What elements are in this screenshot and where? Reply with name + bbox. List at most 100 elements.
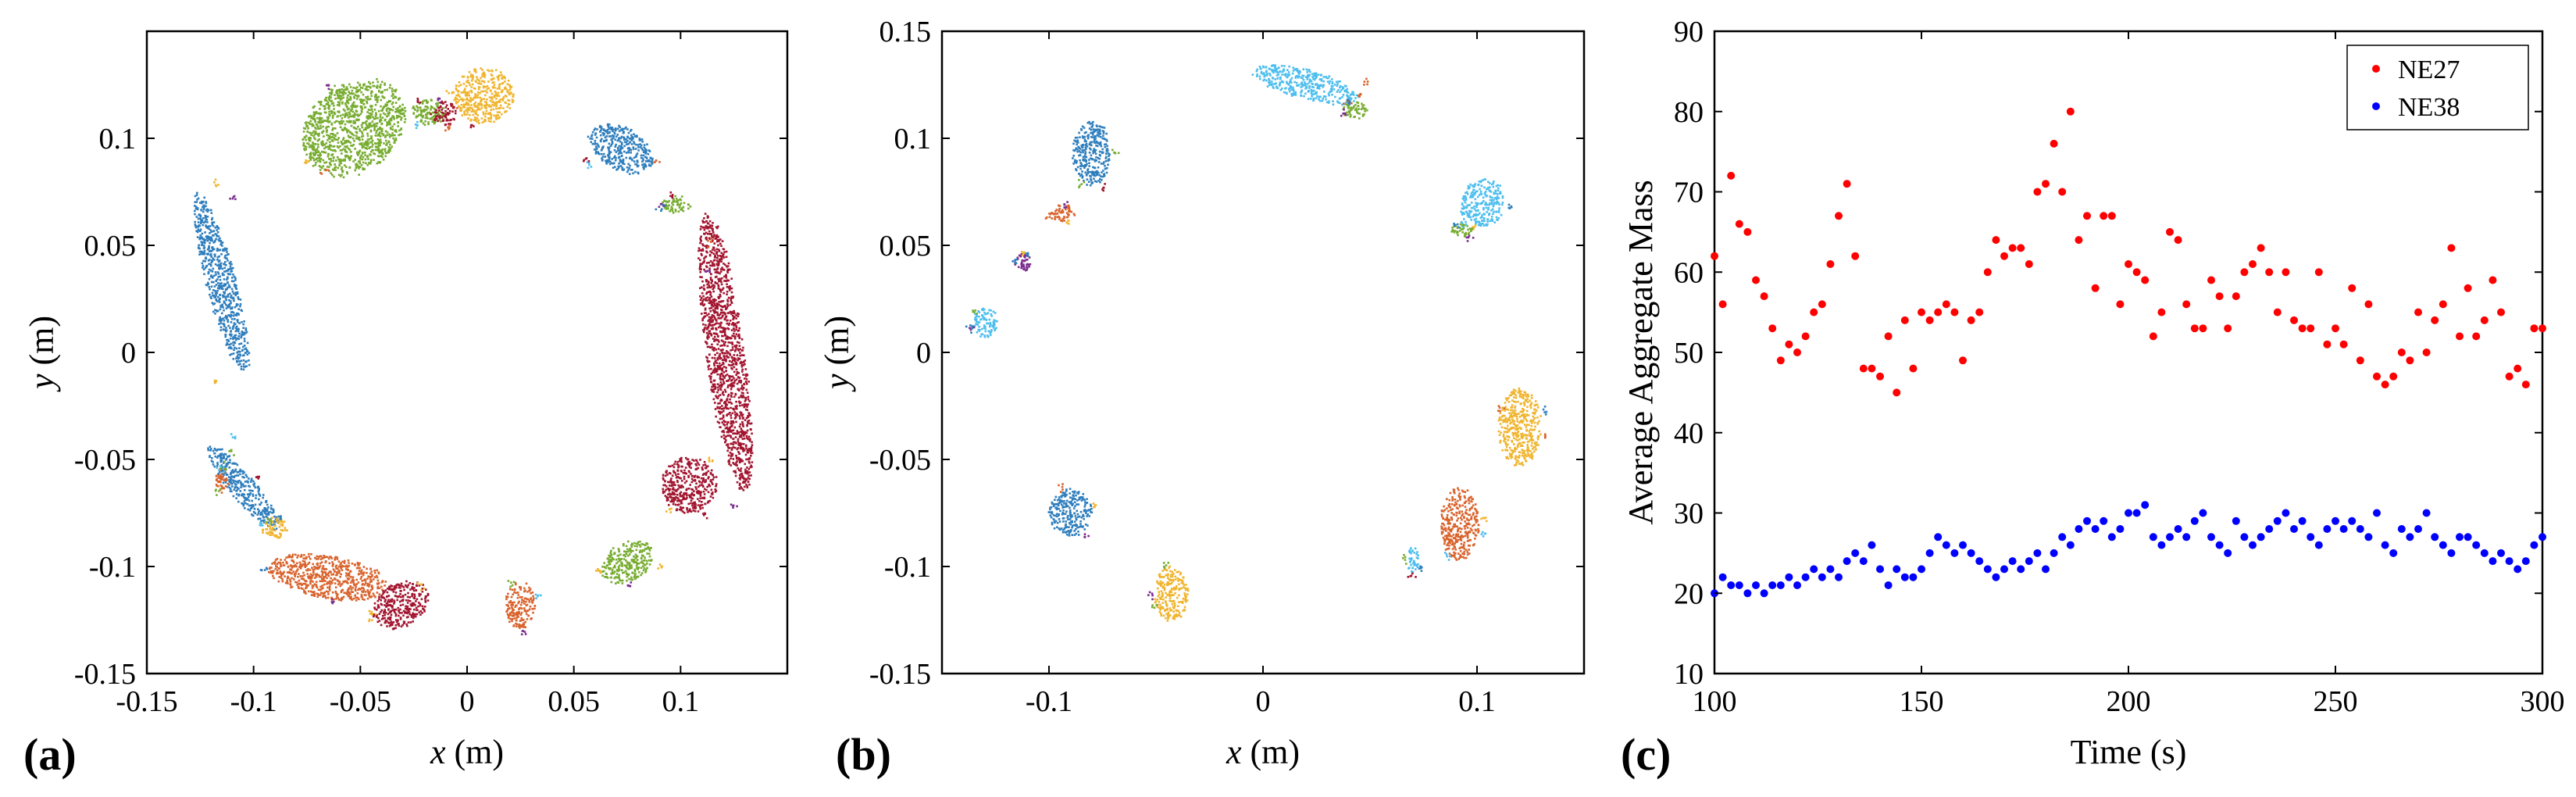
panel-a-particle xyxy=(730,337,733,340)
panel-a-particle xyxy=(319,116,322,120)
panel-a-particle xyxy=(715,338,718,341)
panel-a-particle xyxy=(504,111,506,113)
panel-a-particle xyxy=(217,249,219,252)
panel-a-particle xyxy=(312,159,316,162)
panel-a-particle xyxy=(620,155,623,158)
panel-a-particle xyxy=(212,289,215,291)
panel-a-particle xyxy=(352,120,355,123)
panel-a-particle xyxy=(208,277,211,281)
panel-a-particle xyxy=(734,432,737,435)
panel-a-particle xyxy=(483,98,486,100)
panel-a-particle xyxy=(648,164,651,167)
panel-a-particle xyxy=(651,163,654,165)
panel-a-particle xyxy=(505,88,508,91)
panel-a-particle xyxy=(676,201,679,203)
panel-a-particle xyxy=(340,95,343,98)
panel-a-particle xyxy=(672,212,675,214)
panel-a-particle xyxy=(223,456,225,458)
panel-a-particle xyxy=(730,395,733,398)
panel-a-particle xyxy=(228,306,231,308)
panel-a-particle xyxy=(704,513,707,515)
panel-a-particle xyxy=(333,108,335,110)
panel-a-particle xyxy=(695,482,698,485)
panel-a-particle xyxy=(726,380,730,382)
panel-a-particle xyxy=(237,338,241,341)
panel-a-particle xyxy=(698,268,701,270)
panel-a-particle xyxy=(373,123,375,126)
panel-a-particle xyxy=(747,477,750,479)
panel-a-particle xyxy=(724,341,726,344)
panel-a-particle xyxy=(669,195,672,198)
panel-a-particle xyxy=(741,349,744,352)
panel-a-particle xyxy=(731,334,733,338)
panel-a-particle xyxy=(483,76,486,78)
panel-a-particle xyxy=(370,108,373,111)
panel-a-particle xyxy=(327,125,330,128)
panel-a-particle xyxy=(708,459,711,461)
panel-a-particle xyxy=(708,261,711,264)
panel-a-particle xyxy=(224,335,227,338)
panel-a-particle xyxy=(225,264,227,266)
panel-a-particle xyxy=(649,164,652,167)
panel-a-particle xyxy=(723,275,726,278)
panel-a-particle xyxy=(469,84,471,87)
panel-a-particle xyxy=(733,338,737,340)
panel-a-particle xyxy=(671,492,674,495)
panel-a-particle xyxy=(195,216,198,218)
panel-a-particle xyxy=(225,344,228,346)
panel-a-particle xyxy=(209,239,212,241)
panel-a-particle xyxy=(216,494,218,496)
panel-a-particle xyxy=(236,325,238,328)
panel-a-particle xyxy=(455,98,458,100)
panel-a-particle xyxy=(218,267,221,270)
panel-a-particle xyxy=(228,333,231,336)
panel-a-particle xyxy=(312,134,315,138)
panel-a-particle xyxy=(742,450,744,452)
panel-a-particle xyxy=(256,486,259,488)
panel-a-particle xyxy=(724,334,726,337)
panel-a-particle xyxy=(680,195,683,198)
panel-a-particle xyxy=(366,98,369,100)
panel-a-particle xyxy=(400,116,403,119)
panel-a-particle xyxy=(723,356,726,359)
panel-a-particle xyxy=(618,155,621,159)
panel-a-particle xyxy=(474,113,477,115)
panel-a-particle xyxy=(630,138,633,141)
panel-a-particle xyxy=(707,233,709,235)
panel-a-particle xyxy=(747,381,750,383)
panel-a-particle xyxy=(230,311,233,313)
panel-a-particle xyxy=(680,460,683,463)
panel-a-particle xyxy=(701,506,704,509)
panel-a-particle xyxy=(351,102,355,105)
panel-a-particle xyxy=(720,331,723,334)
panel-a-particle xyxy=(369,109,371,112)
panel-a-particle xyxy=(355,98,359,100)
panel-a-particle xyxy=(321,150,323,153)
panel-a-particle xyxy=(737,440,740,443)
panel-a-particle xyxy=(482,111,485,113)
panel-a-particle xyxy=(424,113,427,116)
panel-a-particle xyxy=(338,173,341,177)
panel-a-particle xyxy=(714,254,716,257)
panel-a-particle xyxy=(623,141,626,144)
panel-a-particle xyxy=(211,270,214,273)
panel-a-particle xyxy=(730,422,733,424)
panel-a-particle xyxy=(324,98,327,101)
panel-a-particle xyxy=(322,130,325,132)
panel-a-particle xyxy=(683,498,687,501)
panel-a-particle xyxy=(223,479,226,482)
panel-a-particle xyxy=(715,235,718,238)
panel-a-particle xyxy=(235,497,237,499)
panel-a-particle xyxy=(721,377,723,381)
panel-a-particle xyxy=(346,131,348,134)
panel-a-particle xyxy=(364,147,367,149)
panel-a-particle xyxy=(197,229,200,232)
panel-a-particle xyxy=(398,115,401,118)
panel-a-particle xyxy=(491,98,494,101)
panel-a-particle xyxy=(738,400,740,403)
panel-a-particle xyxy=(200,244,203,246)
panel-a-particle xyxy=(712,398,715,401)
panel-a-particle xyxy=(671,195,674,198)
panel-a-particle xyxy=(730,329,733,331)
